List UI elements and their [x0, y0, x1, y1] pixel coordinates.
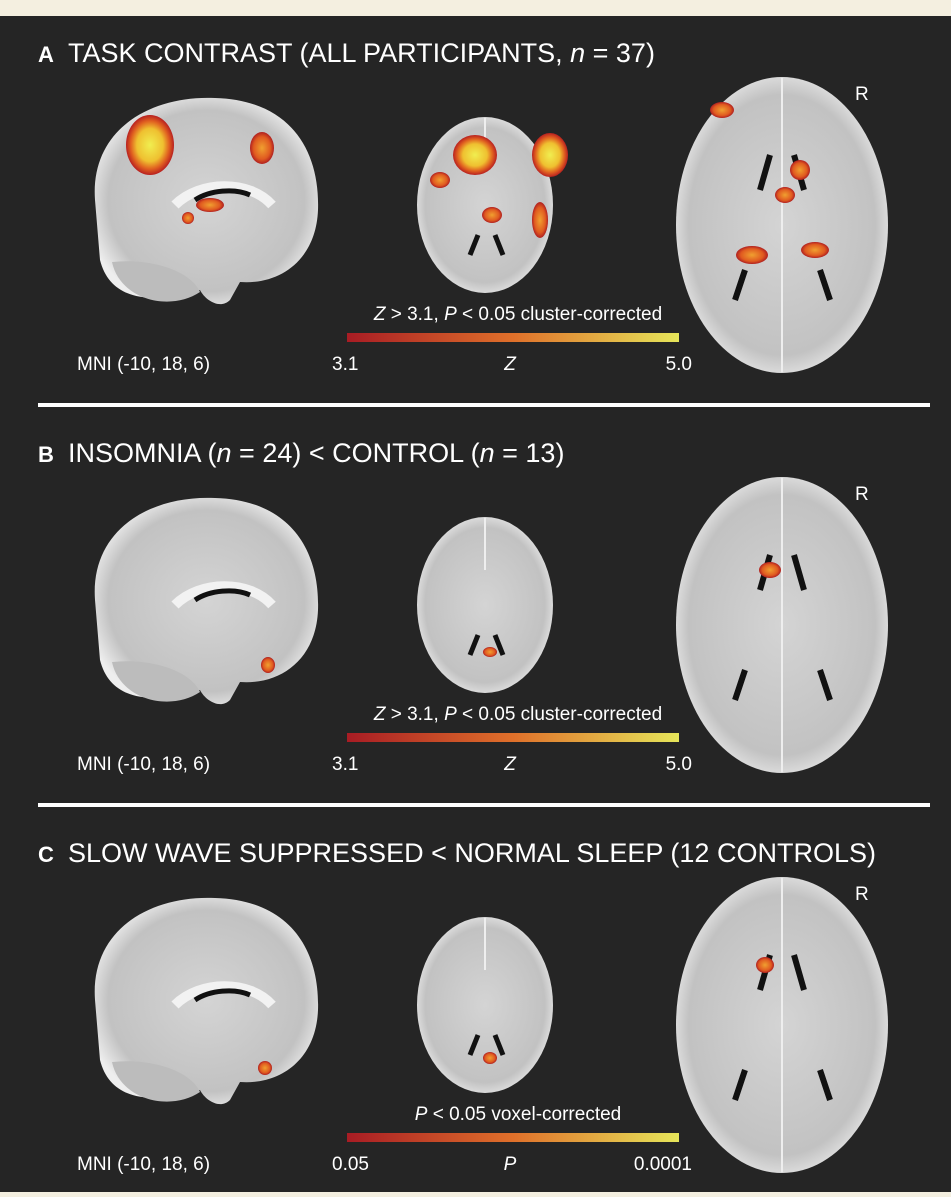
caption-segment: < 0.05 cluster-corrected [457, 704, 662, 725]
title-segment: = 13) [495, 438, 565, 468]
colorbar-min: 3.1 [332, 754, 358, 775]
activation [258, 1061, 272, 1075]
panel-title: SLOW WAVE SUPPRESSED < NORMAL SLEEP (12 … [68, 838, 876, 868]
orientation-label: R [855, 884, 869, 905]
orientation-label: R [855, 484, 869, 505]
title-segment: INSOMNIA ( [68, 438, 217, 468]
colorbar [347, 1133, 679, 1142]
coordinates: MNI (-10, 18, 6) [77, 354, 210, 375]
activation [756, 957, 774, 973]
panel-letter: C [38, 842, 54, 867]
title-segment: n [217, 438, 232, 468]
page: A TASK CONTRAST (ALL PARTICIPANTS, n = 37… [0, 0, 951, 1192]
caption-segment: P [444, 304, 457, 325]
colorbar-caption: P < 0.05 voxel-corrected [415, 1104, 621, 1125]
colorbar [347, 733, 679, 742]
panel-title: INSOMNIA (n = 24) < CONTROL (n = 13) [68, 438, 564, 468]
title-segment: n [480, 438, 495, 468]
title-segment: = 37) [585, 38, 655, 68]
activation [736, 246, 768, 264]
activation [801, 242, 829, 258]
caption-segment: P [415, 1104, 428, 1125]
activation [759, 562, 781, 578]
colorbar-min: 0.05 [332, 1154, 369, 1175]
colorbar-min: 3.1 [332, 354, 358, 375]
orientation-label: R [855, 84, 869, 105]
colorbar-max: 5.0 [666, 354, 692, 375]
colorbar [347, 333, 679, 342]
coordinates: MNI (-10, 18, 6) [77, 1154, 210, 1175]
panel-letter: A [38, 42, 54, 67]
title-segment: n [570, 38, 585, 68]
caption-segment: < 0.05 cluster-corrected [457, 304, 662, 325]
title-segment: TASK CONTRAST (ALL PARTICIPANTS, [68, 38, 570, 68]
caption-segment: > 3.1, [385, 704, 444, 725]
activation [775, 187, 795, 203]
activation [430, 172, 450, 188]
activation [532, 133, 568, 177]
panel-title: TASK CONTRAST (ALL PARTICIPANTS, n = 37) [68, 38, 655, 68]
caption-segment: < 0.05 voxel-corrected [427, 1104, 621, 1125]
activation [483, 647, 497, 657]
title-segment: SLOW WAVE SUPPRESSED < NORMAL SLEEP (12 … [68, 838, 876, 868]
activation [196, 198, 224, 212]
colorbar-max: 5.0 [666, 754, 692, 775]
colorbar-label: Z [503, 754, 517, 775]
activation [790, 160, 810, 180]
colorbar-caption: Z > 3.1, P < 0.05 cluster-corrected [373, 304, 662, 325]
colorbar-max: 0.0001 [634, 1154, 692, 1175]
activation [453, 135, 497, 175]
panel-letter: B [38, 442, 54, 467]
activation [483, 1052, 497, 1064]
figure: A TASK CONTRAST (ALL PARTICIPANTS, n = 37… [0, 0, 951, 1192]
caption-segment: > 3.1, [385, 304, 444, 325]
activation [710, 102, 734, 118]
activation [182, 212, 194, 224]
colorbar-label: Z [503, 354, 517, 375]
activation [126, 115, 174, 175]
colorbar-caption: Z > 3.1, P < 0.05 cluster-corrected [373, 704, 662, 725]
activation [482, 207, 502, 223]
activation [261, 657, 275, 673]
activation [250, 132, 274, 164]
title-segment: = 24) < CONTROL ( [232, 438, 480, 468]
coordinates: MNI (-10, 18, 6) [77, 754, 210, 775]
activation [532, 202, 548, 238]
caption-segment: P [444, 704, 457, 725]
colorbar-label: P [504, 1154, 517, 1175]
